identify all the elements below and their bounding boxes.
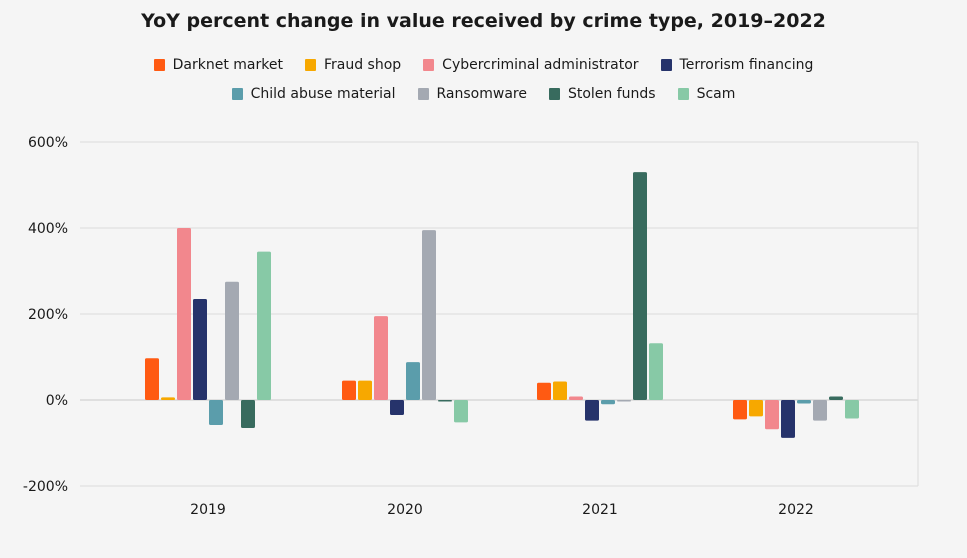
y-tick-label: 400% [28, 221, 68, 237]
y-tick-label: 600% [28, 135, 68, 151]
bar [342, 380, 356, 400]
legend-swatch [677, 88, 689, 100]
bar [374, 316, 388, 400]
legend-label: Child abuse material [250, 86, 396, 102]
legend-item-scam: Scam [677, 86, 736, 102]
legend-item-cybercriminal-administrator: Cybercriminal administrator [423, 57, 639, 73]
legend-label: Stolen funds [567, 86, 656, 102]
bar [617, 400, 631, 402]
legend-item-stolen-funds: Stolen funds [548, 86, 656, 102]
bar [585, 400, 599, 421]
y-tick-label: 200% [28, 307, 68, 323]
legend-swatch [153, 59, 165, 71]
legend-item-fraud-shop: Fraud shop [304, 57, 402, 73]
legend-swatch [660, 59, 672, 71]
bar [358, 380, 372, 400]
legend-label: Ransomware [436, 86, 527, 102]
legend-label: Scam [696, 86, 736, 102]
bar [633, 172, 647, 400]
legend-row-2: Child abuse material Ransomware Stolen f… [0, 86, 967, 102]
legend-row-1: Darknet market Fraud shop Cybercriminal … [0, 57, 967, 73]
bar [797, 400, 811, 404]
bar [749, 400, 763, 417]
bar [553, 381, 567, 400]
legend-item-child-abuse-material: Child abuse material [231, 86, 396, 102]
y-tick-label: 0% [46, 393, 68, 409]
legend-label: Fraud shop [323, 57, 402, 73]
bar [406, 362, 420, 400]
x-tick-label: 2021 [582, 502, 618, 518]
bar [601, 400, 615, 405]
legend-label: Cybercriminal administrator [442, 57, 639, 73]
bar [454, 400, 468, 423]
legend-item-darknet-market: Darknet market [153, 57, 283, 73]
bar [390, 400, 404, 416]
bar [649, 343, 663, 400]
bar [145, 358, 159, 400]
legend-swatch [304, 59, 316, 71]
bar [438, 400, 452, 402]
bar [177, 228, 191, 400]
chart-title: YoY percent change in value received by … [141, 10, 826, 32]
bar [813, 400, 827, 421]
legend-item-ransomware: Ransomware [417, 86, 527, 102]
bar [257, 251, 271, 400]
bar [781, 400, 795, 438]
bar [209, 400, 223, 425]
bar [765, 400, 779, 430]
x-tick-label: 2020 [387, 502, 423, 518]
legend-swatch [417, 88, 429, 100]
x-tick-label: 2019 [190, 502, 226, 518]
bar [845, 400, 859, 419]
bar [161, 397, 175, 400]
legend-swatch [231, 88, 243, 100]
bar [193, 298, 207, 400]
legend-item-terrorism-financing: Terrorism financing [660, 57, 814, 73]
bar [829, 396, 843, 400]
bar [241, 400, 255, 428]
legend-swatch [423, 59, 435, 71]
bar [225, 281, 239, 400]
legend-label: Darknet market [172, 57, 283, 73]
bar [733, 400, 747, 420]
legend-label: Terrorism financing [679, 57, 814, 73]
y-tick-label: -200% [23, 479, 68, 495]
legend-swatch [548, 88, 560, 100]
bar [569, 396, 583, 400]
bar [537, 382, 551, 400]
x-tick-label: 2022 [778, 502, 814, 518]
bar [422, 230, 436, 400]
